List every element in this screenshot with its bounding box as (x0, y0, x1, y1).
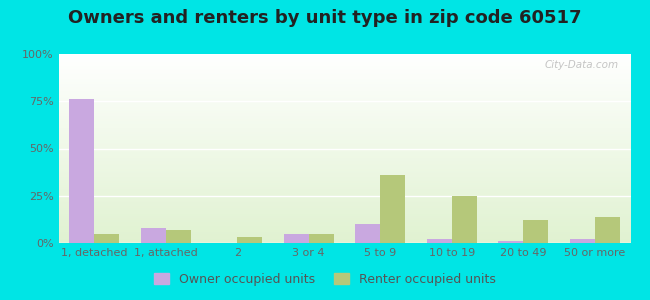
Bar (427, 239, 452, 243)
Text: Owners and renters by unit type in zip code 60517: Owners and renters by unit type in zip c… (68, 9, 582, 27)
Text: City-Data.com: City-Data.com (545, 60, 619, 70)
Bar (499, 241, 523, 243)
Bar (166, 230, 191, 243)
Bar (309, 233, 334, 243)
Bar (284, 233, 309, 243)
Bar (380, 175, 406, 243)
Bar (237, 237, 262, 243)
Bar (569, 239, 595, 243)
Bar (69, 99, 94, 243)
Legend: Owner occupied units, Renter occupied units: Owner occupied units, Renter occupied un… (149, 268, 501, 291)
Bar (355, 224, 380, 243)
Bar (140, 228, 166, 243)
Bar (94, 233, 120, 243)
Bar (595, 217, 620, 243)
Bar (523, 220, 548, 243)
Bar (452, 196, 476, 243)
